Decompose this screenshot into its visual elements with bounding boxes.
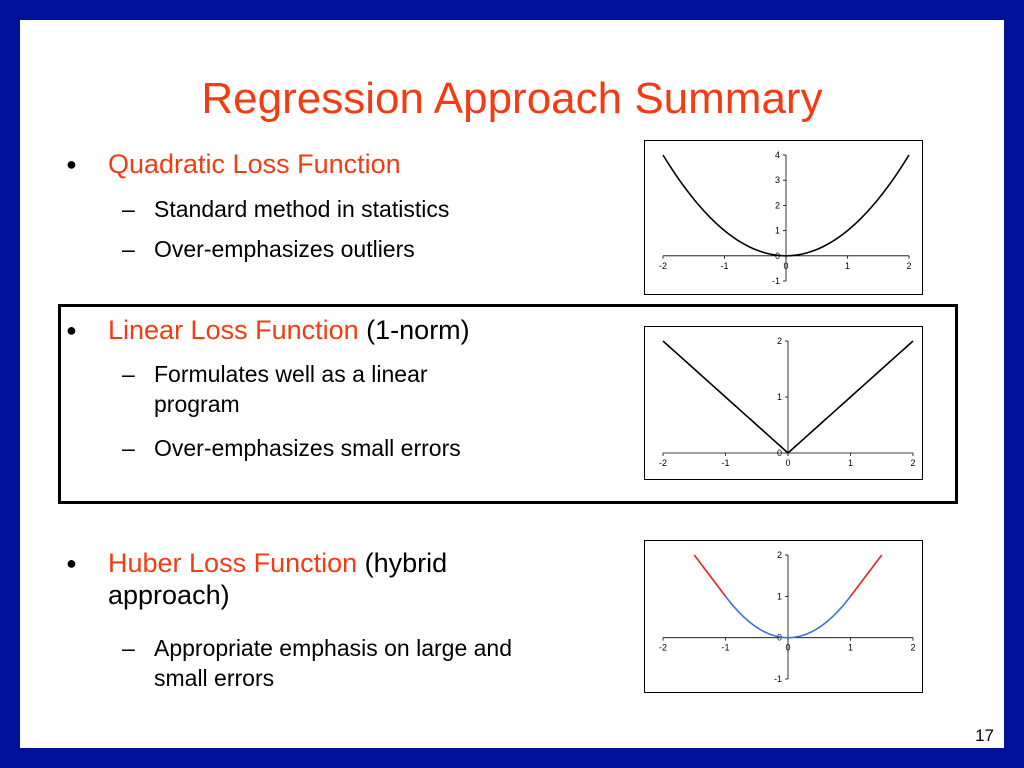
heading-linear: Linear Loss Function	[108, 315, 359, 345]
sub-item-text: Over-emphasizes outliers	[154, 236, 415, 262]
bullet-quadratic: ● Quadratic Loss Function	[66, 148, 401, 180]
series-line	[662, 340, 914, 455]
x-tick-label: 0	[785, 458, 790, 468]
x-tick-label: 2	[910, 458, 915, 468]
x-tick-label: -2	[659, 643, 667, 653]
bullet-dot: ●	[66, 320, 77, 340]
x-tick-label: -1	[720, 261, 728, 271]
y-tick-label: 1	[777, 591, 782, 601]
bullet-dot: ●	[66, 553, 77, 573]
bullet-linear: ● Linear Loss Function (1-norm)	[66, 314, 470, 346]
y-tick-label: 1	[777, 392, 782, 402]
heading-suffix: (1-norm)	[358, 315, 470, 345]
y-tick-label: 2	[777, 550, 782, 560]
series-line	[849, 554, 883, 597]
x-tick-label: 1	[845, 261, 850, 271]
linear-chart-svg: -2 -1 0 1 2 0 1 2	[659, 336, 916, 468]
page-number: 17	[975, 726, 994, 745]
x-tick-label: 1	[848, 643, 853, 653]
sub-item-text: Appropriate emphasis on large and small …	[154, 635, 513, 691]
y-tick-label: 4	[775, 150, 780, 160]
series-line	[693, 554, 727, 597]
slide-title: Regression Approach Summary	[201, 74, 823, 123]
y-tick-label: 2	[775, 200, 780, 210]
x-tick-label: 0	[785, 643, 790, 653]
y-tick-label: 1	[775, 226, 780, 236]
heading-suffix: (hybrid approach)	[108, 548, 448, 610]
x-tick-label: -1	[721, 643, 729, 653]
y-tick-label: 3	[775, 175, 780, 185]
bullet-huber: ● Huber Loss Function (hybrid approach)	[66, 547, 572, 611]
x-tick-label: 2	[906, 261, 911, 271]
x-tick-label: -2	[659, 458, 667, 468]
y-tick-label: 0	[777, 448, 782, 458]
sub-item-text: Formulates well as a linear program	[154, 361, 428, 417]
sub-item-text: Standard method in statistics	[154, 196, 450, 222]
x-tick-label: -1	[721, 458, 729, 468]
y-tick-label: -1	[772, 276, 780, 286]
x-tick-label: 2	[910, 643, 915, 653]
huber-chart: -2 -1 0 1 2 -1 0 1 2	[644, 540, 923, 693]
sub-item-text: Over-emphasizes small errors	[154, 435, 461, 461]
x-tick-label: -2	[659, 261, 667, 271]
series-line	[724, 595, 852, 639]
bullet-dot: ●	[66, 154, 77, 174]
x-tick-label: 0	[783, 261, 788, 271]
linear-highlight-box	[58, 304, 958, 504]
heading-quadratic: Quadratic Loss Function	[108, 149, 401, 179]
series-line	[662, 154, 910, 257]
heading-huber: Huber Loss Function	[108, 548, 358, 578]
linear-chart: -2 -1 0 1 2 0 1 2	[644, 326, 923, 480]
y-tick-label: 2	[777, 336, 782, 346]
quadratic-chart: -2 -1 0 1 2 -1 0 1 2 3 4	[644, 140, 923, 295]
x-tick-label: 1	[848, 458, 853, 468]
y-tick-label: -1	[774, 674, 782, 684]
